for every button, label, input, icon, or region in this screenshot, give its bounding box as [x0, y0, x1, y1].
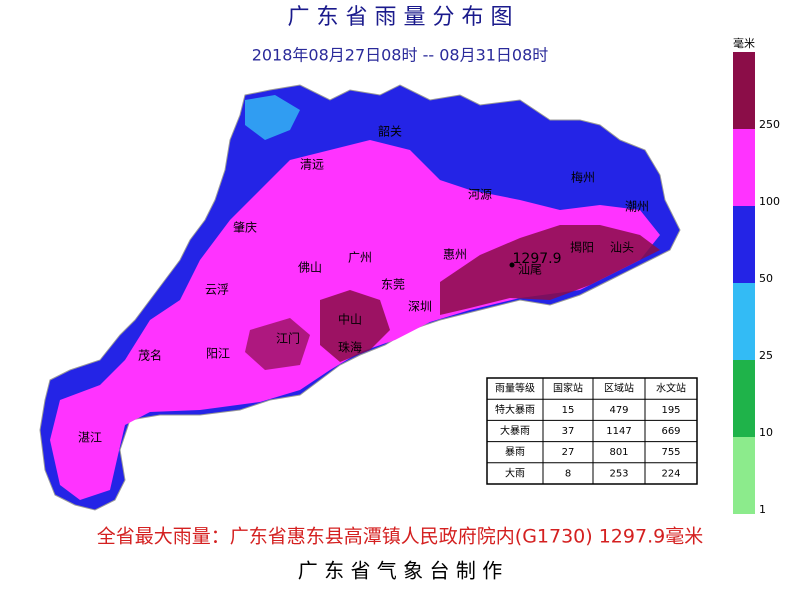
- max-point-marker: [509, 262, 515, 268]
- legend-unit: 毫米: [733, 36, 755, 50]
- table-cell: 195: [661, 405, 680, 416]
- table-header: 雨量等级: [495, 382, 535, 395]
- table-frame: [486, 377, 698, 485]
- table-cell: 253: [609, 468, 628, 479]
- table-cell: 暴雨: [505, 446, 525, 458]
- table-cell: 224: [661, 468, 680, 479]
- table-cell: 大雨: [505, 466, 525, 479]
- legend-tick-label: 25: [759, 349, 773, 362]
- table-cell: 669: [661, 426, 680, 437]
- city-label: 珠海: [338, 340, 362, 355]
- city-label: 汕头: [610, 241, 634, 255]
- city-label: 东莞: [381, 278, 405, 292]
- legend-tick-label: 1: [759, 503, 766, 516]
- table-header: 区域站: [604, 382, 634, 395]
- city-label: 汕尾: [518, 263, 542, 277]
- city-label: 韶关: [378, 124, 402, 139]
- table-cell: 特大暴雨: [495, 403, 535, 416]
- province-map: [39, 84, 681, 511]
- city-label: 肇庆: [233, 220, 257, 235]
- legend-tick-label: 100: [759, 195, 780, 208]
- city-label: 佛山: [298, 261, 322, 275]
- city-label: 深圳: [408, 300, 432, 314]
- city-label: 揭阳: [570, 240, 594, 255]
- table-cell: 27: [562, 447, 575, 458]
- city-label: 茂名: [138, 348, 162, 363]
- city-label: 梅州: [571, 170, 595, 185]
- city-label: 云浮: [205, 283, 229, 297]
- table-cell: 755: [661, 447, 680, 458]
- legend-tick-label: 250: [759, 118, 780, 131]
- table-header: 水文站: [656, 382, 686, 395]
- table-cell: 15: [562, 405, 575, 416]
- table-cell: 479: [609, 405, 628, 416]
- city-label: 河源: [468, 188, 492, 202]
- table-cell: 大暴雨: [500, 424, 530, 437]
- legend-band: [733, 129, 755, 206]
- rain-area-maroon-delta: [320, 290, 390, 362]
- legend-band: [733, 437, 755, 514]
- city-label: 湛江: [78, 431, 102, 445]
- city-label: 惠州: [443, 248, 467, 262]
- title: 广 东 省 雨 量 分 布 图: [288, 5, 513, 30]
- legend-band: [733, 283, 755, 360]
- legend-band: [733, 206, 755, 283]
- table-cell: 8: [565, 468, 571, 479]
- rain-area-lightblue: [245, 95, 300, 140]
- city-label: 江门: [276, 331, 300, 346]
- table-cell: 801: [609, 447, 628, 458]
- table-cell: 1147: [606, 426, 631, 437]
- city-label: 清远: [300, 158, 324, 172]
- max-rain-note: 全省最大雨量：广东省惠东县高潭镇人民政府院内(G1730) 1297.9毫米: [97, 526, 703, 548]
- city-label: 阳江: [206, 347, 230, 361]
- legend-band: [733, 360, 755, 437]
- city-label: 中山: [338, 312, 362, 327]
- rain-area-maroon-east: [440, 225, 660, 315]
- table-cell: 37: [562, 426, 575, 437]
- legend-band: [733, 52, 755, 129]
- legend-tick-label: 50: [759, 272, 773, 285]
- subtitle: 2018年08月27日08时 -- 08月31日08时: [252, 46, 549, 65]
- city-label: 潮州: [625, 199, 649, 214]
- max-point-label: 1297.9: [513, 251, 562, 267]
- legend-tick-label: 10: [759, 426, 773, 439]
- table-header: 国家站: [553, 382, 583, 395]
- producer: 广 东 省 气 象 台 制 作: [298, 559, 503, 583]
- city-label: 广州: [348, 251, 372, 265]
- legend: 毫米: [733, 36, 755, 50]
- rain-area-maroon-west: [245, 318, 310, 370]
